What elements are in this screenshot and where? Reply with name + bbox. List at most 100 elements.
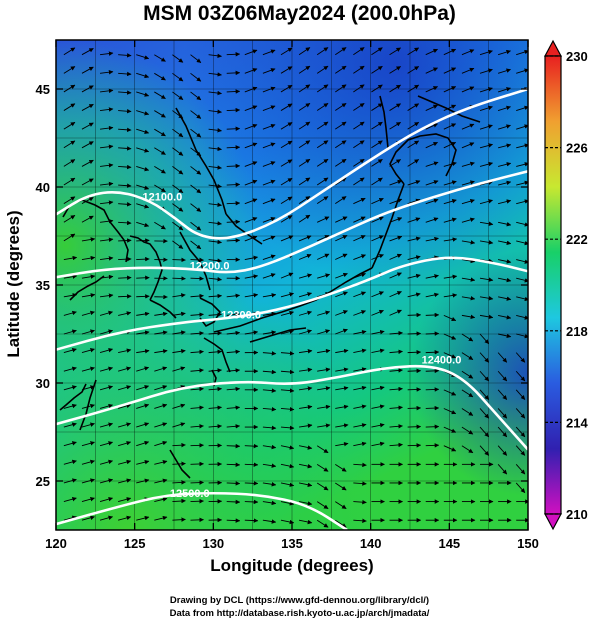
y-tick-label: 35 <box>36 278 50 293</box>
wind-arrow <box>244 293 259 298</box>
wind-arrow <box>81 422 95 428</box>
wind-arrow <box>479 49 493 56</box>
wind-arrow <box>280 272 294 279</box>
wind-arrow <box>298 501 313 506</box>
wind-arrow <box>99 256 114 261</box>
wind-arrow <box>515 464 526 475</box>
wind-arrow <box>154 366 168 372</box>
wind-arrow <box>389 253 402 260</box>
wind-arrow <box>118 366 132 372</box>
wind-arrow <box>280 196 293 205</box>
x-tick-label: 135 <box>281 536 303 551</box>
wind-arrow <box>516 314 528 320</box>
wind-arrow <box>479 240 494 245</box>
wind-arrow <box>63 366 77 372</box>
wind-arrow <box>516 221 528 227</box>
wind-arrow <box>136 128 150 134</box>
wind-arrow <box>262 500 277 506</box>
wind-arrow <box>353 47 365 56</box>
wind-arrow <box>118 348 132 354</box>
wind-arrow <box>99 366 114 372</box>
wind-arrow <box>317 404 331 410</box>
wind-arrow <box>99 422 114 428</box>
wind-arrow <box>99 218 114 224</box>
wind-arrow <box>99 125 114 131</box>
wind-arrow <box>389 349 403 355</box>
wind-arrow <box>136 515 150 521</box>
wind-arrow <box>280 47 293 56</box>
wind-arrow <box>172 461 186 467</box>
wind-arrow <box>81 197 94 205</box>
wind-arrow <box>353 121 365 130</box>
wind-arrow <box>208 221 222 226</box>
wind-arrow <box>81 255 96 261</box>
wind-arrow <box>172 403 186 409</box>
wind-arrow <box>154 497 168 503</box>
wind-arrow <box>172 349 186 354</box>
wind-arrow <box>81 496 95 503</box>
wind-arrow <box>244 105 258 111</box>
wind-arrow <box>99 310 114 316</box>
wind-arrow <box>208 349 223 355</box>
wind-arrow <box>226 107 241 113</box>
wind-arrow <box>81 178 94 186</box>
wind-arrow <box>63 441 77 447</box>
wind-arrow <box>335 47 347 56</box>
wind-arrow <box>81 237 96 242</box>
wind-arrow <box>498 240 512 245</box>
wind-arrow <box>172 257 186 263</box>
wind-arrow <box>316 235 330 242</box>
wind-arrow <box>443 426 457 433</box>
wind-arrow <box>208 165 222 170</box>
wind-arrow <box>443 123 457 130</box>
wind-arrow <box>172 366 186 372</box>
wind-arrow <box>154 128 166 137</box>
wind-arrow <box>407 159 420 167</box>
x-tick-label: 140 <box>360 536 382 551</box>
wind-arrow <box>262 198 276 205</box>
wind-arrow <box>226 293 241 298</box>
wind-arrow <box>335 272 348 279</box>
contour-label: 12500.0 <box>170 488 210 500</box>
wind-arrow <box>443 408 457 415</box>
wind-arrow <box>353 404 367 409</box>
wind-arrow <box>461 333 474 342</box>
wind-arrow <box>498 314 512 320</box>
wind-arrow <box>280 406 295 412</box>
wind-arrow <box>190 480 204 485</box>
wind-arrow <box>443 217 457 223</box>
wind-arrow <box>335 310 348 316</box>
wind-arrow <box>407 368 422 374</box>
wind-arrow <box>208 277 222 282</box>
wind-arrow <box>316 253 330 260</box>
wind-arrow <box>335 519 347 528</box>
wind-arrow <box>208 146 222 152</box>
wind-arrow <box>461 86 475 93</box>
wind-arrow <box>190 386 204 392</box>
contour-label: 12300.0 <box>221 309 261 321</box>
wind-arrow <box>99 478 114 484</box>
wind-arrow <box>316 519 329 528</box>
wind-arrow <box>226 443 241 449</box>
x-tick-label: 125 <box>124 536 146 551</box>
wind-arrow <box>407 350 422 355</box>
x-tick-label: 120 <box>45 536 67 551</box>
wind-arrow <box>515 482 526 493</box>
wind-arrow <box>280 519 295 525</box>
wind-arrow <box>389 272 402 279</box>
wind-arrow <box>81 48 94 56</box>
wind-arrow <box>407 255 421 260</box>
wind-arrow <box>443 161 457 167</box>
wind-arrow <box>154 166 166 174</box>
wind-arrow <box>63 385 77 391</box>
wind-arrow <box>118 515 132 521</box>
wind-arrow <box>280 235 294 242</box>
wind-arrow <box>81 329 95 335</box>
wind-arrow <box>226 462 241 467</box>
wind-arrow <box>226 481 241 486</box>
colorbar-tick-label: 230 <box>566 49 588 64</box>
wind-arrow <box>353 423 367 428</box>
wind-arrow <box>425 331 440 336</box>
wind-arrow <box>190 54 202 63</box>
wind-arrow <box>479 426 490 438</box>
